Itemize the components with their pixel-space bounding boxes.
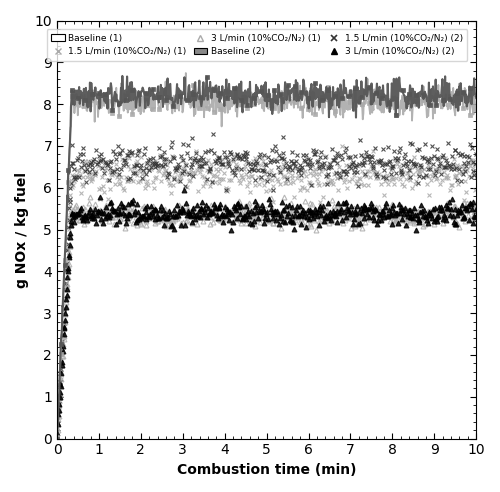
Legend: Baseline (1), 1.5 L/min (10%CO₂/N₂) (1), 3 L/min (10%CO₂/N₂) (1), Baseline (2), : Baseline (1), 1.5 L/min (10%CO₂/N₂) (1),… [46, 29, 468, 61]
X-axis label: Combustion time (min): Combustion time (min) [177, 463, 356, 477]
Y-axis label: g NOx / kg fuel: g NOx / kg fuel [15, 172, 29, 287]
